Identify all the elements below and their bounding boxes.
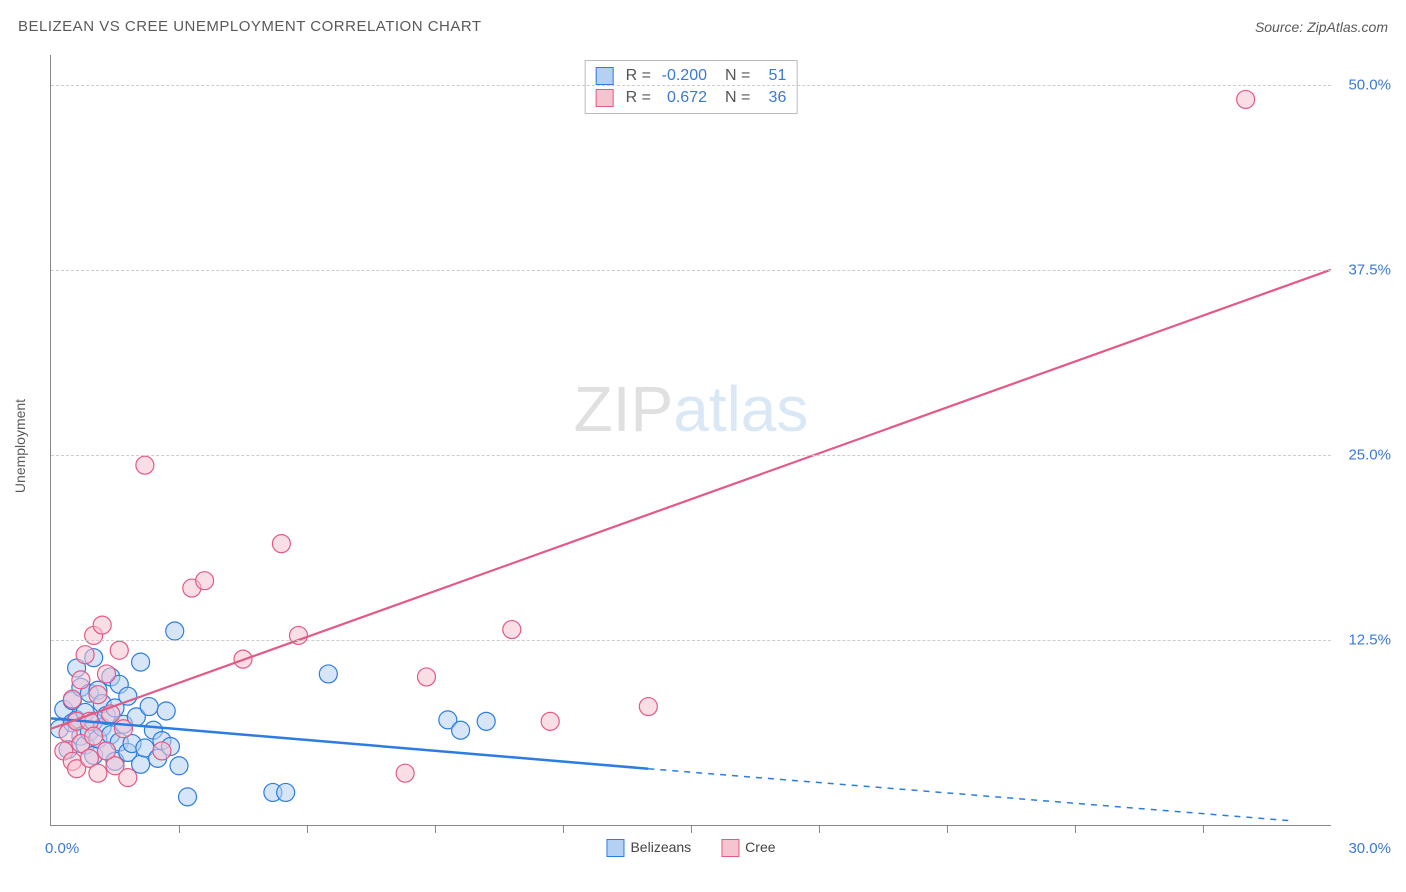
data-point: [452, 721, 470, 739]
legend-correlation-row: R = 0.672 N = 36: [596, 87, 787, 109]
legend-series-item: Belizeans: [606, 839, 691, 857]
gridline: [51, 455, 1331, 456]
x-axis-min-label: 0.0%: [45, 840, 79, 857]
data-point: [136, 456, 154, 474]
legend-series: Belizeans Cree: [606, 839, 775, 857]
data-point: [179, 788, 197, 806]
legend-n-label: N =: [725, 67, 750, 85]
data-point: [1237, 90, 1255, 108]
data-point: [166, 622, 184, 640]
data-point: [196, 572, 214, 590]
data-point: [396, 764, 414, 782]
x-tick: [819, 825, 820, 833]
data-point: [72, 671, 90, 689]
y-tick-label: 25.0%: [1348, 446, 1391, 463]
legend-r-value: -0.200: [657, 67, 707, 85]
data-point: [417, 668, 435, 686]
legend-correlation: R = -0.200 N = 51 R = 0.672 N = 36: [585, 60, 798, 114]
gridline: [51, 85, 1331, 86]
data-point: [140, 698, 158, 716]
data-point: [85, 727, 103, 745]
data-point: [119, 769, 137, 787]
y-tick-label: 37.5%: [1348, 261, 1391, 278]
x-tick: [1203, 825, 1204, 833]
data-point: [319, 665, 337, 683]
legend-series-item: Cree: [721, 839, 775, 857]
data-point: [153, 742, 171, 760]
data-point: [132, 653, 150, 671]
x-axis-max-label: 30.0%: [1348, 840, 1391, 857]
data-point: [89, 686, 107, 704]
data-point: [115, 720, 133, 738]
x-tick: [563, 825, 564, 833]
legend-swatch: [721, 839, 739, 857]
data-point: [97, 665, 115, 683]
legend-r-value: 0.672: [657, 89, 707, 107]
data-point: [477, 712, 495, 730]
legend-swatch: [596, 89, 614, 107]
data-point: [639, 698, 657, 716]
legend-n-label: N =: [725, 89, 750, 107]
y-tick-label: 12.5%: [1348, 631, 1391, 648]
legend-r-label: R =: [626, 89, 651, 107]
plot-area: ZIPatlas R =-0.200N =51R =0.672N =36 0.0…: [50, 55, 1331, 826]
y-tick-label: 50.0%: [1348, 76, 1391, 93]
data-point: [272, 535, 290, 553]
legend-n-value: 51: [756, 67, 786, 85]
legend-r-label: R =: [626, 67, 651, 85]
data-point: [157, 702, 175, 720]
trend-line: [51, 270, 1331, 729]
x-tick: [307, 825, 308, 833]
x-tick: [691, 825, 692, 833]
x-tick: [947, 825, 948, 833]
legend-series-label: Cree: [745, 839, 775, 855]
chart-title: BELIZEAN VS CREE UNEMPLOYMENT CORRELATIO…: [18, 18, 482, 35]
data-point: [170, 757, 188, 775]
data-point: [110, 641, 128, 659]
legend-series-label: Belizeans: [630, 839, 691, 855]
legend-swatch: [596, 67, 614, 85]
x-tick: [1075, 825, 1076, 833]
legend-n-value: 36: [756, 89, 786, 107]
gridline: [51, 640, 1331, 641]
data-point: [541, 712, 559, 730]
chart-header: BELIZEAN VS CREE UNEMPLOYMENT CORRELATIO…: [18, 18, 1388, 35]
data-point: [93, 616, 111, 634]
trend-line-extrapolated: [648, 769, 1288, 821]
data-point: [63, 690, 81, 708]
data-point: [277, 783, 295, 801]
chart-source: Source: ZipAtlas.com: [1255, 19, 1388, 35]
plot-svg: [51, 55, 1331, 825]
data-point: [89, 764, 107, 782]
x-tick: [179, 825, 180, 833]
legend-swatch: [606, 839, 624, 857]
gridline: [51, 270, 1331, 271]
data-point: [503, 621, 521, 639]
y-axis-label: Unemployment: [12, 399, 28, 493]
data-point: [76, 646, 94, 664]
x-tick: [435, 825, 436, 833]
